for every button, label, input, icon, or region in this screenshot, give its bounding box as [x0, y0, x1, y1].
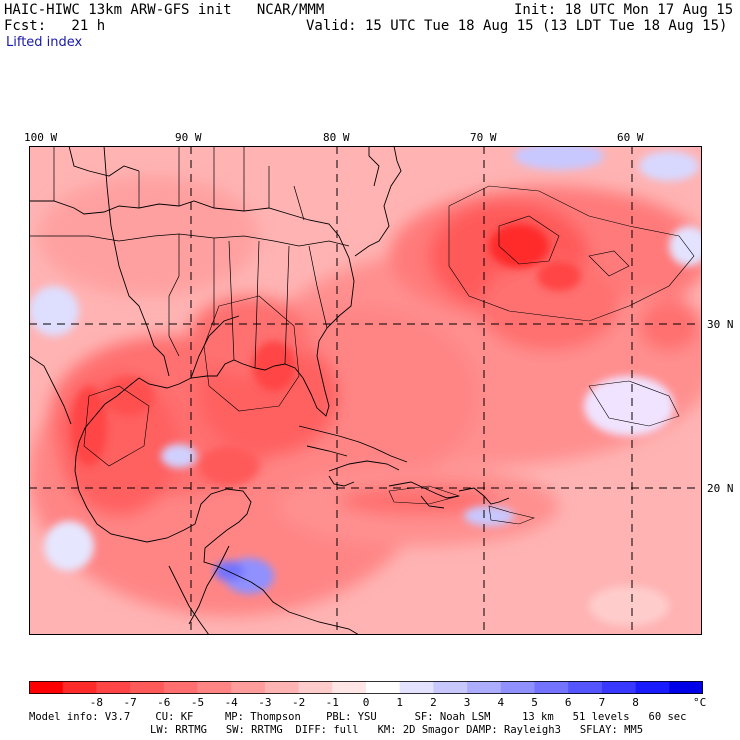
colorbar-tick-label: -4 — [224, 696, 238, 709]
colorbar-swatch — [163, 681, 198, 694]
lon-label-80w: 80 W — [323, 131, 350, 144]
field-label: Lifted index — [6, 35, 83, 50]
contours — [83, 185, 695, 525]
colorbar-swatch — [433, 681, 468, 694]
colorbar-swatch — [399, 681, 434, 694]
state-borders — [29, 146, 350, 369]
colorbar-tick-label: 3 — [463, 696, 471, 709]
colorbar-swatch — [231, 681, 266, 694]
colorbar-swatch — [635, 681, 670, 694]
colorbar-swatch — [29, 681, 64, 694]
colorbar-tick-label: 1 — [396, 696, 403, 709]
colorbar-swatch — [62, 681, 97, 694]
lon-label-100w: 100 W — [24, 131, 58, 144]
colorbar-tick-label: -6 — [157, 696, 171, 709]
lifted-index-map — [29, 146, 702, 635]
colorbar-tick-label: -5 — [190, 696, 205, 709]
colorbar-tick-label: -1 — [325, 696, 339, 709]
valid-time: Valid: 15 UTC Tue 18 Aug 15 (13 LDT Tue … — [306, 18, 728, 34]
latlon-grid — [29, 146, 702, 635]
colorbar-tick-label: 7 — [598, 696, 606, 709]
colorbar-swatch — [96, 681, 131, 694]
colorbar-swatch — [264, 681, 300, 694]
colorbar-tick-label: -3 — [258, 696, 272, 709]
colorbar-tick-label: -7 — [123, 696, 137, 709]
colorbar-swatch — [500, 681, 535, 694]
colorbar-swatch — [601, 681, 637, 694]
model-info-line2: LW: RRTMG SW: RRTMG DIFF: full KM: 2D Sm… — [150, 724, 644, 736]
colorbar-tick-label: -2 — [291, 696, 306, 709]
colorbar-tick-label: 0 — [362, 696, 370, 709]
colorbar-swatch — [197, 681, 232, 694]
lon-label-60w: 60 W — [617, 131, 644, 144]
colorbar-swatch — [467, 681, 502, 694]
colorbar-frame — [29, 681, 703, 694]
init-time: Init: 18 UTC Mon 17 Aug 15 — [514, 2, 734, 18]
map-frame — [29, 146, 702, 635]
colorbar-swatch — [669, 681, 703, 694]
lon-label-70w: 70 W — [470, 131, 497, 144]
colorbar — [29, 681, 703, 694]
stable-areas — [29, 146, 702, 626]
colorbar-swatch — [332, 681, 367, 694]
colorbar-tick-label: 6 — [564, 696, 572, 709]
colorbar-tick-label: 4 — [497, 696, 505, 709]
instability-cores — [71, 224, 581, 486]
colorbar-tick-label: 5 — [531, 696, 538, 709]
model-info-line1: Model info: V3.7 CU: KF MP: Thompson PBL… — [29, 711, 687, 723]
colorbar-swatch — [568, 681, 603, 694]
colorbar-swatch — [534, 681, 569, 694]
lat-label-30n: 30 N — [707, 318, 734, 331]
model-title: HAIC-HIWC 13km ARW-GFS init NCAR/MMM — [4, 2, 325, 18]
colorbar-unit: °C — [693, 696, 707, 709]
forecast-hour: Fcst: 21 h — [4, 18, 106, 34]
colorbar-tick-label: 8 — [632, 696, 639, 709]
colorbar-swatch — [298, 681, 333, 694]
colorbar-tick-label: -8 — [89, 696, 104, 709]
lon-label-90w: 90 W — [175, 131, 202, 144]
colorbar-swatch — [130, 681, 165, 694]
colorbar-swatch — [366, 681, 401, 694]
lat-label-20n: 20 N — [707, 482, 734, 495]
colorbar-tick-label: 2 — [430, 696, 437, 709]
